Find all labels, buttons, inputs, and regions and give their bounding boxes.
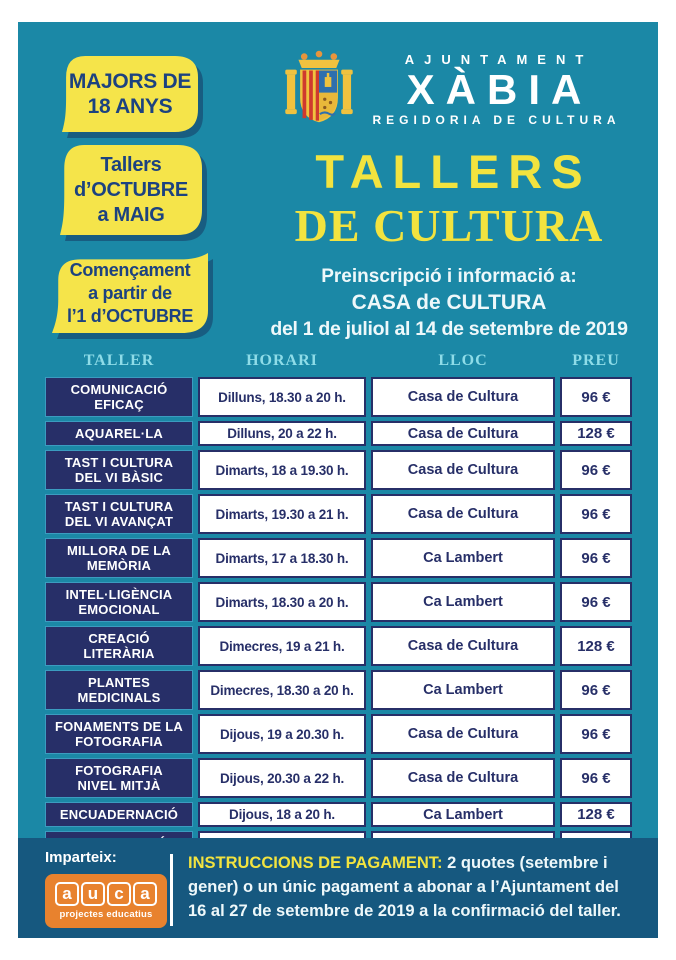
column-header-taller: TALLER — [83, 352, 155, 369]
table-row: FONAMENTS DE LA FOTOGRAFIA Dijous, 19 a … — [45, 714, 632, 754]
badge-comencament-label: Començament a partir de l’1 d’OCTUBRE — [66, 259, 194, 326]
cell-horari: Dimarts, 17 a 18.30 h. — [198, 538, 366, 578]
brand-xabia-wordmark: XÀBIA — [406, 65, 593, 113]
brand-header: AJUNTAMENT XÀBIA REGIDORIA DE CULTURA — [248, 46, 654, 132]
table-row: MILLORA DE LA MEMÒRIA Dimarts, 17 a 18.3… — [45, 538, 632, 578]
brand-ajuntament: AJUNTAMENT — [404, 51, 594, 67]
table-row: FOTOGRAFIA NIVEL MITJÀ Dijous, 20.30 a 2… — [45, 758, 632, 798]
cell-lloc: Ca Lambert — [371, 538, 555, 578]
cell-preu: 96 € — [560, 450, 632, 490]
cell-lloc: Casa de Cultura — [371, 714, 555, 754]
auca-logo: a u c a projectes educatius — [45, 874, 167, 928]
cell-preu: 128 € — [560, 626, 632, 666]
cell-lloc: Ca Lambert — [371, 802, 555, 827]
auca-letter: a — [55, 882, 79, 906]
cell-taller: COMUNICACIÓ EFICAÇ — [45, 377, 193, 417]
cell-taller: FOTOGRAFIA NIVEL MITJÀ — [45, 758, 193, 798]
payment-instructions-text: 2 quotes (setembre i gener) o un únic pa… — [188, 854, 621, 920]
cell-taller: FONAMENTS DE LA FOTOGRAFIA — [45, 714, 193, 754]
table-header-row: TALLER HORARI LLOC PREU — [45, 352, 632, 370]
cell-horari: Dimarts, 18.30 a 20 h. — [198, 582, 366, 622]
table-row: TAST I CULTURA DEL VI BÀSIC Dimarts, 18 … — [45, 450, 632, 490]
cell-lloc: Ca Lambert — [371, 670, 555, 710]
cell-horari: Dilluns, 20 a 22 h. — [198, 421, 366, 446]
cell-preu: 96 € — [560, 758, 632, 798]
poster-background: MAJORS DE 18 ANYS Tallers d’OCTUBRE a MA… — [18, 22, 658, 938]
cell-taller: TAST I CULTURA DEL VI AVANÇAT — [45, 494, 193, 534]
cell-preu: 96 € — [560, 494, 632, 534]
info-block: Preinscripció i informació a: CASA de CU… — [244, 264, 654, 343]
badge-octubre-maig: Tallers d’OCTUBRE a MAIG — [60, 145, 202, 235]
info-dates: del 1 de juliol al 14 de setembre de 201… — [270, 318, 628, 340]
payment-instructions: INSTRUCCIONS DE PAGAMENT: 2 quotes (sete… — [188, 851, 636, 923]
cell-taller: CREACIÓ LITERÀRIA — [45, 626, 193, 666]
table-row: COMUNICACIÓ EFICAÇ Dilluns, 18.30 a 20 h… — [45, 377, 632, 417]
speech-bubble-icon — [62, 56, 198, 132]
speech-bubble-icon — [52, 253, 208, 333]
column-header-horari: HORARI — [246, 352, 318, 369]
cell-lloc: Casa de Cultura — [371, 494, 555, 534]
table-row: INTEL·LIGÈNCIA EMOCIONAL Dimarts, 18.30 … — [45, 582, 632, 622]
badge-majors-18-label: MAJORS DE 18 ANYS — [68, 70, 192, 118]
table-row: ENCUADERNACIÓ Dijous, 18 a 20 h. Ca Lamb… — [45, 802, 632, 827]
column-header-preu: PREU — [572, 352, 620, 369]
payment-instructions-label: INSTRUCCIONS DE PAGAMENT: — [188, 854, 443, 872]
cell-taller: INTEL·LIGÈNCIA EMOCIONAL — [45, 582, 193, 622]
cell-horari: Dilluns, 18.30 a 20 h. — [198, 377, 366, 417]
cell-preu: 96 € — [560, 538, 632, 578]
auca-letter: a — [133, 882, 157, 906]
brand-text: AJUNTAMENT XÀBIA REGIDORIA DE CULTURA — [368, 52, 621, 127]
brand-regidoria: REGIDORIA DE CULTURA — [372, 112, 621, 127]
footer-bar: Imparteix: a u c a projectes educatius I… — [18, 838, 658, 938]
cell-horari: Dimecres, 19 a 21 h. — [198, 626, 366, 666]
cell-lloc: Casa de Cultura — [371, 450, 555, 490]
title-block: TALLERS DE CULTURA — [244, 146, 654, 252]
info-preinscripcio: Preinscripció i informació a: — [321, 266, 577, 287]
title-de-cultura: DE CULTURA — [294, 200, 604, 251]
cell-preu: 96 € — [560, 377, 632, 417]
cell-horari: Dijous, 18 a 20 h. — [198, 802, 366, 827]
table-row: TAST I CULTURA DEL VI AVANÇAT Dimarts, 1… — [45, 494, 632, 534]
auca-letter: c — [107, 882, 131, 906]
cell-taller: ENCUADERNACIÓ — [45, 802, 193, 827]
cell-preu: 128 € — [560, 802, 632, 827]
cell-lloc: Casa de Cultura — [371, 377, 555, 417]
cell-taller: MILLORA DE LA MEMÒRIA — [45, 538, 193, 578]
badge-comencament: Començament a partir de l’1 d’OCTUBRE — [52, 253, 208, 333]
cell-taller: AQUAREL·LA — [45, 421, 193, 446]
cell-horari: Dimecres, 18.30 a 20 h. — [198, 670, 366, 710]
info-casa-cultura: CASA de CULTURA — [351, 291, 547, 314]
cell-preu: 96 € — [560, 670, 632, 710]
cell-taller: PLANTES MEDICINALS — [45, 670, 193, 710]
cell-lloc: Ca Lambert — [371, 582, 555, 622]
table-row: AQUAREL·LA Dilluns, 20 a 22 h. Casa de C… — [45, 421, 632, 446]
table-row: CREACIÓ LITERÀRIA Dimecres, 19 a 21 h. C… — [45, 626, 632, 666]
cell-horari: Dijous, 20.30 a 22 h. — [198, 758, 366, 798]
speech-bubble-icon — [60, 145, 202, 235]
workshops-table: TALLER HORARI LLOC PREU COMUNICACIÓ EFIC… — [45, 352, 632, 860]
xabia-crest-icon — [284, 50, 353, 123]
badge-majors-18: MAJORS DE 18 ANYS — [62, 56, 198, 132]
auca-subtitle: projectes educatius — [59, 909, 153, 920]
cell-horari: Dijous, 19 a 20.30 h. — [198, 714, 366, 754]
auca-letters: a u c a — [55, 882, 157, 906]
table-row: PLANTES MEDICINALS Dimecres, 18.30 a 20 … — [45, 670, 632, 710]
cell-taller: TAST I CULTURA DEL VI BÀSIC — [45, 450, 193, 490]
column-header-lloc: LLOC — [438, 352, 488, 369]
cell-preu: 128 € — [560, 421, 632, 446]
cell-horari: Dimarts, 18 a 19.30 h. — [198, 450, 366, 490]
badge-octubre-maig-label: Tallers d’OCTUBRE a MAIG — [74, 153, 188, 226]
cell-horari: Dimarts, 19.30 a 21 h. — [198, 494, 366, 534]
auca-letter: u — [81, 882, 105, 906]
cell-preu: 96 € — [560, 714, 632, 754]
cell-preu: 96 € — [560, 582, 632, 622]
cell-lloc: Casa de Cultura — [371, 758, 555, 798]
title-tallers: TALLERS — [315, 145, 592, 198]
footer-divider — [170, 854, 173, 926]
cell-lloc: Casa de Cultura — [371, 626, 555, 666]
imparteix-label: Imparteix: — [45, 849, 117, 866]
cell-lloc: Casa de Cultura — [371, 421, 555, 446]
